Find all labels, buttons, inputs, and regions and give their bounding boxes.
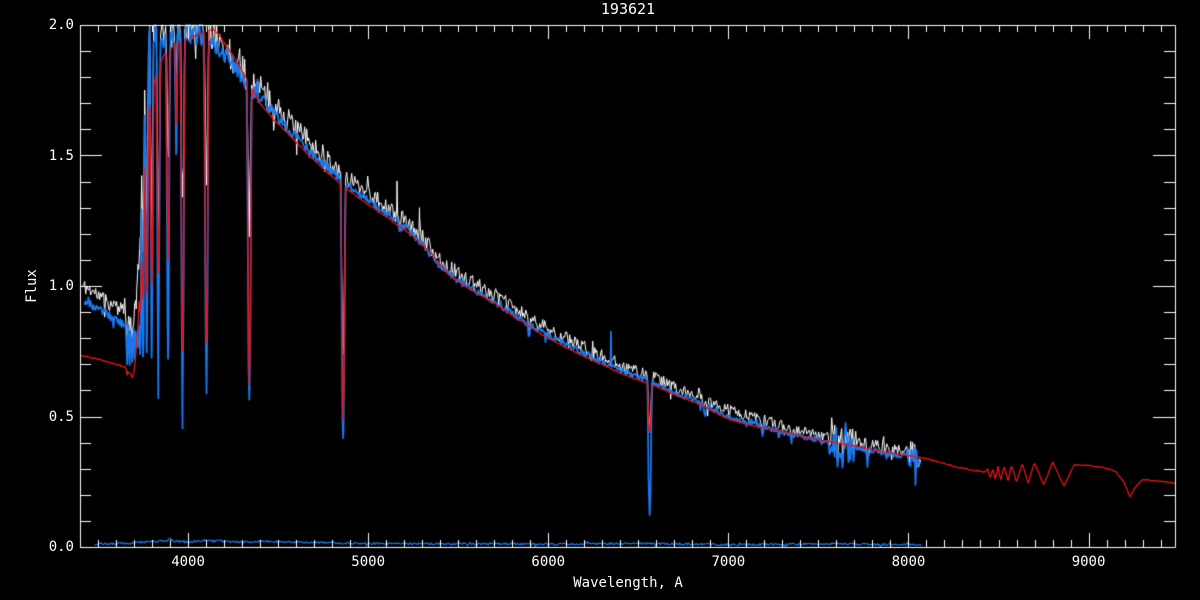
- y-tick-label: 2.0: [48, 17, 74, 33]
- x-tick-label: 8000: [891, 554, 926, 570]
- x-tick-label: 7000: [711, 554, 746, 570]
- x-tick-label: 4000: [171, 554, 205, 570]
- plot-title: 193621: [600, 0, 656, 18]
- y-tick-label: 0.5: [48, 408, 74, 425]
- y-tick-label: 1.5: [48, 147, 74, 164]
- x-tick-label: 6000: [531, 554, 566, 570]
- y-tick-label: 0.0: [48, 539, 74, 555]
- x-tick-label: 5000: [351, 554, 386, 570]
- x-tick-label: 9000: [1071, 554, 1106, 570]
- y-tick-label: 1.0: [48, 278, 74, 294]
- x-axis-label: Wavelength, A: [573, 575, 683, 591]
- y-axis-label: Flux: [24, 269, 40, 303]
